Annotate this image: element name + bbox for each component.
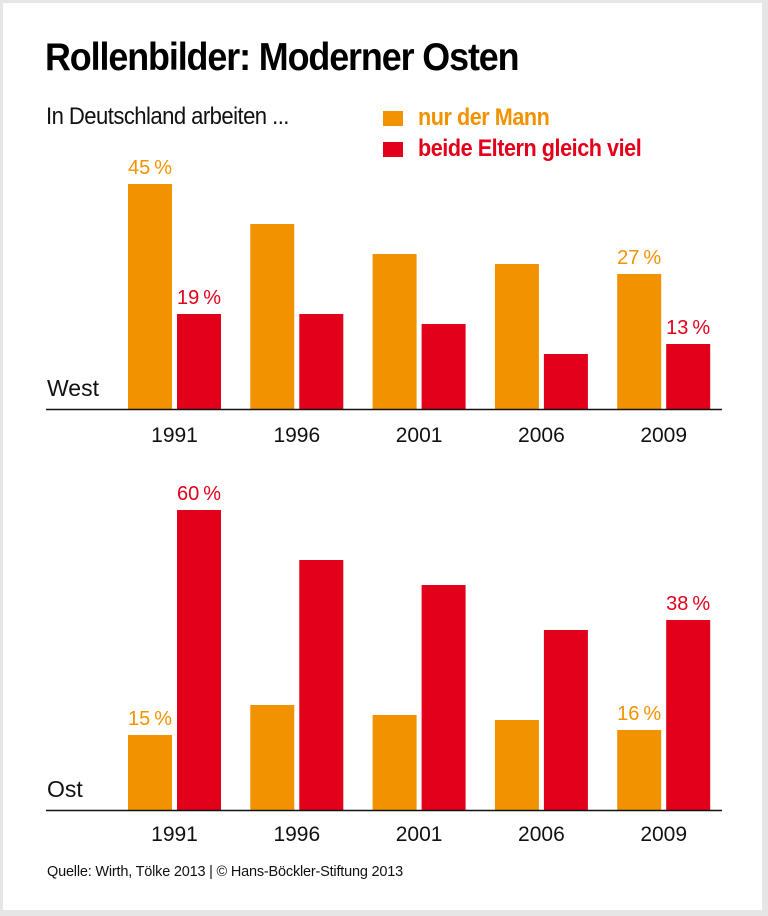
bar-ost-2001-nur-der-mann [372, 715, 417, 810]
x-tick-label: 1991 [151, 424, 198, 447]
legend-swatch-orange [383, 110, 403, 126]
chart-title: Rollenbilder: Moderner Osten [45, 36, 520, 79]
bar-west-2006-beide-eltern [543, 354, 588, 409]
data-label: 16 % [617, 703, 661, 725]
legend-item-nur-der-mann: nur der Mann [383, 104, 564, 131]
data-label: 27 % [617, 247, 661, 269]
bar-west-1996-nur-der-mann [250, 224, 295, 409]
legend-swatch-red [383, 141, 403, 157]
bar-west-1996-beide-eltern [299, 314, 344, 409]
legend-label: beide Eltern gleich viel [418, 135, 642, 162]
data-label: 38 % [666, 593, 710, 615]
data-label: 45 % [128, 157, 172, 179]
legend-label: nur der Mann [418, 104, 550, 131]
bar-ost-1996-beide-eltern [299, 560, 344, 810]
bar-ost-2006-beide-eltern [543, 630, 588, 810]
bar-ost-1991-nur-der-mann [128, 735, 172, 810]
bar-west-1991-nur-der-mann [128, 184, 172, 409]
panel-label-ost: Ost [47, 776, 83, 802]
data-label: 15 % [128, 708, 172, 730]
bar-west-2009-nur-der-mann [617, 274, 662, 409]
chart-subtitle: In Deutschland arbeiten ... [46, 103, 289, 130]
bar-ost-2009-nur-der-mann [617, 730, 662, 810]
bar-west-2009-beide-eltern [666, 344, 711, 409]
x-tick-label: 2001 [396, 424, 443, 447]
data-label: 60 % [177, 483, 221, 505]
bar-west-1991-beide-eltern [177, 314, 221, 409]
x-tick-label: 2009 [640, 823, 687, 846]
source-footer: Quelle: Wirth, Tölke 2013 | © Hans-Böckl… [47, 864, 403, 880]
legend-item-beide-eltern: beide Eltern gleich viel [383, 135, 666, 162]
data-label: 13 % [666, 317, 710, 339]
data-label: 19 % [177, 287, 221, 309]
x-tick-label: 2006 [518, 424, 565, 447]
x-tick-label: 2001 [396, 823, 443, 846]
bar-west-2006-nur-der-mann [494, 264, 539, 409]
bar-ost-2001-beide-eltern [421, 585, 466, 810]
x-tick-label: 1996 [273, 823, 320, 846]
bar-ost-2006-nur-der-mann [494, 720, 539, 810]
bar-ost-1991-beide-eltern [177, 510, 221, 810]
bar-ost-2009-beide-eltern [666, 620, 711, 810]
x-tick-label: 2006 [518, 823, 565, 846]
bar-west-2001-nur-der-mann [372, 254, 417, 409]
x-tick-label: 1991 [151, 823, 198, 846]
x-tick-label: 1996 [273, 424, 320, 447]
bar-west-2001-beide-eltern [421, 324, 466, 409]
x-tick-label: 2009 [640, 424, 687, 447]
panel-label-west: West [47, 375, 100, 401]
bar-ost-1996-nur-der-mann [250, 705, 295, 810]
